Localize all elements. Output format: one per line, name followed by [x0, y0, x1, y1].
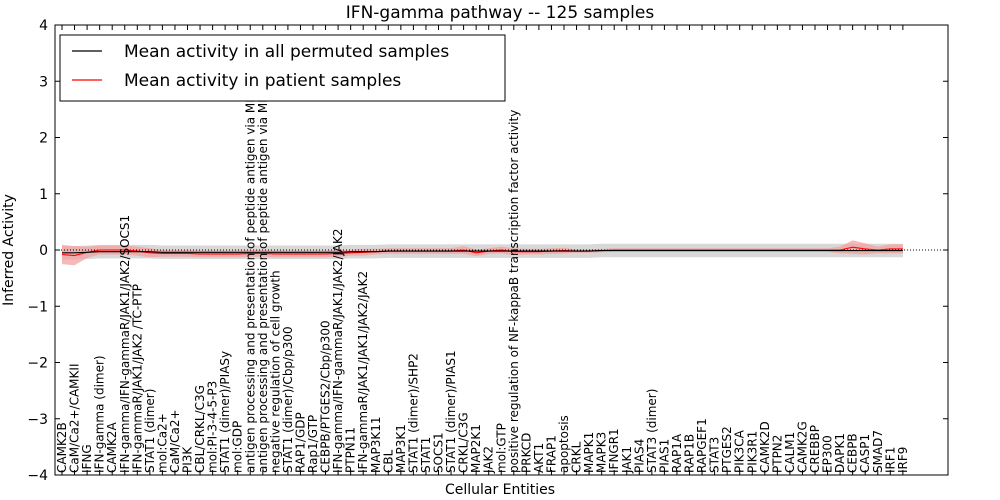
category-label: CRKL: [570, 441, 584, 473]
category-label: CBL/CRKL/C3G: [193, 385, 207, 473]
category-label: STAT3: [708, 437, 722, 473]
category-label: IFN-gamma/IFN-gammaR/JAK1/JAK2/SOCS1: [118, 215, 132, 473]
category-label: MAPK3: [595, 432, 609, 473]
category-label: CALM1: [783, 432, 797, 473]
y-tick-label: −2: [27, 356, 48, 372]
category-label: CREBBP: [808, 425, 822, 473]
category-label: STAT3 (dimer): [645, 389, 659, 473]
y-axis: −4 −3 −2 −1 0 1 2 3 4: [27, 18, 948, 484]
category-label: PTPN11: [344, 427, 358, 473]
y-tick-label: −4: [27, 468, 48, 484]
category-label: STAT1 (dimer)/SHP2: [406, 353, 420, 473]
category-label: CBL: [381, 449, 395, 473]
category-label: CaM/Ca2+/CAMKII: [68, 364, 82, 473]
category-label: RAP1/GDP: [294, 412, 308, 473]
category-label: PTPN2: [770, 435, 784, 473]
category-label: MAP3K1: [394, 424, 408, 473]
y-axis-title: Inferred Activity: [1, 194, 17, 306]
patient-mean-line: [61, 246, 903, 257]
legend-box: [59, 34, 506, 102]
category-label: negative regulation of cell growth: [268, 270, 282, 473]
permuted-mean-line: [62, 250, 903, 254]
category-label: STAT1 (dimer): [143, 389, 157, 473]
category-label: CAMK2G: [796, 421, 810, 473]
category-label: PIAS1: [657, 439, 671, 473]
category-label: CAMK2A: [105, 422, 119, 473]
category-label: IFNGR1: [607, 428, 621, 473]
category-label: CaM/Ca2+: [168, 409, 182, 473]
legend-label-patient: Mean activity in patient samples: [124, 71, 401, 91]
category-label: CAMK2D: [758, 421, 772, 473]
category-label: CEBPB/PTGES2/Cbp/p300: [319, 320, 333, 473]
category-label: IRF1: [883, 447, 897, 473]
category-label: Rap1/GTP: [306, 415, 320, 473]
category-label: CASP1: [858, 434, 872, 473]
category-label: DAPK1: [833, 433, 847, 473]
category-label: RAP1A: [670, 433, 684, 473]
category-label: CRKL/C3G: [457, 412, 471, 473]
y-tick-label: 4: [39, 18, 48, 34]
category-label: RAP1B: [683, 434, 697, 473]
category-label: antigen processing and presentation of p…: [256, 41, 270, 473]
category-label: mol:GTP: [494, 423, 508, 473]
category-label: IFN-gammaR/JAK1/JAK2 /TC-PTP: [130, 284, 144, 473]
category-label: JAK1: [620, 446, 634, 474]
category-label: AKT1: [532, 443, 546, 473]
category-label: PIK3CA: [733, 429, 747, 473]
category-label: CEBPB: [846, 433, 860, 473]
category-label: STAT1: [419, 437, 433, 473]
chart-title: IFN-gamma pathway -- 125 samples: [346, 3, 655, 23]
category-label: PI3K: [181, 446, 195, 473]
y-tick-label: 2: [39, 131, 48, 147]
category-label: RAPGEF1: [695, 418, 709, 473]
category-label: positive regulation of NF-kappaB transcr…: [507, 110, 521, 473]
x-axis-title: Cellular Entities: [445, 482, 555, 498]
y-tick-label: 3: [39, 74, 48, 90]
category-label: mol:Ca2+: [155, 413, 169, 473]
category-label: mol:PI-3-4-5-P3: [206, 381, 220, 473]
category-label: CAMK2B: [55, 422, 69, 473]
y-tick-label: 0: [39, 243, 48, 259]
legend: Mean activity in all permuted samples Me…: [59, 34, 506, 102]
category-label: MAPK1: [582, 432, 596, 473]
y-tick-label: 1: [39, 187, 48, 203]
category-label: STAT1 (dimer)/PIASy: [218, 351, 232, 473]
category-label: IFNG: [80, 444, 94, 473]
category-label: MAP2K1: [469, 424, 483, 473]
series-lines: [61, 246, 903, 257]
y-tick-label: −1: [27, 299, 48, 315]
category-label: IFN-gamma/IFN-gammaR/JAK1/JAK2/JAK2: [331, 228, 345, 473]
category-label: PIK3R1: [745, 431, 759, 473]
y-tick-label: −3: [27, 412, 48, 428]
patient-spread-band: [62, 240, 903, 266]
category-label: STAT1 (dimer)/PIAS1: [444, 350, 458, 473]
x-axis: [61, 25, 904, 475]
legend-label-permuted: Mean activity in all permuted samples: [124, 42, 449, 62]
category-label: FRAP1: [545, 435, 559, 473]
category-label: mol:GDP: [231, 421, 245, 473]
category-label: PTGES2: [720, 426, 734, 473]
category-label: JAK2: [482, 446, 496, 474]
category-label: IFN-gammaR/JAK1/JAK1/JAK2/JAK2: [356, 271, 370, 473]
category-label: antigen processing and presentation of p…: [243, 44, 257, 473]
category-label: EP300: [821, 435, 835, 473]
category-label: apoptosis: [557, 415, 571, 473]
category-label: IRF9: [896, 447, 910, 473]
category-label: SMAD7: [871, 430, 885, 473]
category-label: IFN-gamma (dimer): [93, 355, 107, 473]
category-label: MAP3K11: [369, 416, 383, 473]
category-label: PRKCD: [519, 433, 533, 473]
category-label: PIAS4: [632, 439, 646, 473]
category-label: STAT1 (dimer)/Cbp/p300: [281, 326, 295, 473]
category-label: SOCS1: [432, 432, 446, 473]
